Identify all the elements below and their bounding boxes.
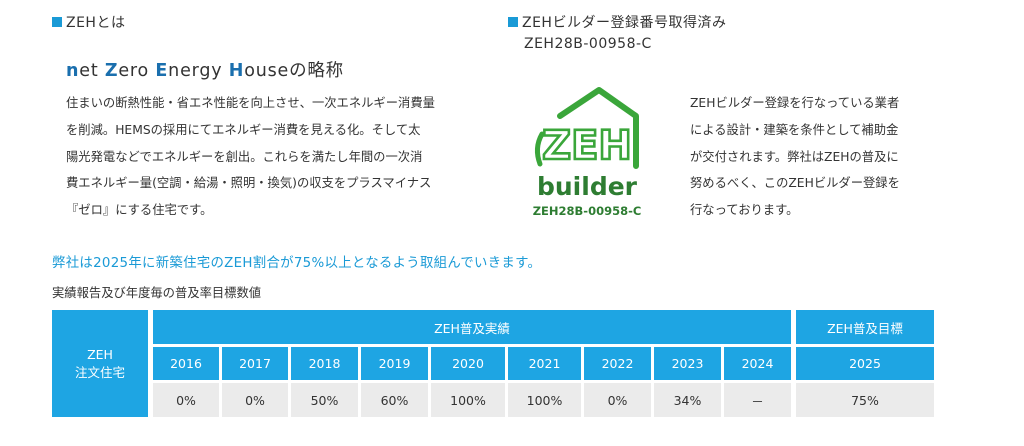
logo-builder-text: builder bbox=[537, 172, 638, 201]
subtitle-initial-h: H bbox=[228, 61, 245, 81]
subtitle-part: ero bbox=[118, 61, 156, 81]
year-cell: 2017 bbox=[222, 347, 288, 380]
value-cell: 0% bbox=[222, 383, 288, 417]
description-line: 行なっております。 bbox=[690, 203, 799, 218]
zeh-goal-statement: 弊社は2025年に新築住宅のZEH割合が75%以上となるよう取組んでいきます。 bbox=[52, 256, 542, 271]
year-cell: 2022 bbox=[584, 347, 651, 380]
square-bullet-icon bbox=[52, 17, 62, 27]
target-value-cell: 75% bbox=[796, 383, 934, 417]
description-line: 住まいの断熱性能・省エネ性能を向上させ、一次エネルギー消費量 bbox=[66, 96, 435, 110]
square-bullet-icon bbox=[508, 17, 518, 27]
year-cell: 2020 bbox=[431, 347, 505, 380]
description-line: 費エネルギー量(空調・給湯・照明・換気)の収支をプラスマイナス bbox=[66, 176, 432, 191]
actual-header-cell: ZEH普及実績 bbox=[153, 310, 791, 344]
target-year-cell: 2025 bbox=[796, 347, 934, 380]
value-cell: － bbox=[724, 383, 791, 417]
year-cell: 2018 bbox=[291, 347, 358, 380]
subtitle-part: nergy bbox=[168, 61, 229, 81]
value-cell: 60% bbox=[361, 383, 428, 417]
subtitle-part: et bbox=[79, 61, 105, 81]
zeh-builder-heading-text: ZEHビルダー登録番号取得済み bbox=[522, 15, 727, 31]
year-cell: 2024 bbox=[724, 347, 791, 380]
description-line: を削減。HEMSの採用にてエネルギー消費を見える化。そして太 bbox=[66, 122, 421, 137]
description-line: が交付されます。弊社はZEHの普及に bbox=[690, 149, 899, 164]
row-label-line1: ZEH bbox=[87, 346, 113, 362]
subtitle-initial-n: n bbox=[66, 61, 80, 81]
value-cell: 100% bbox=[431, 383, 505, 417]
value-cell: 0% bbox=[153, 383, 219, 417]
row-label-line2: 注文住宅 bbox=[74, 364, 125, 380]
zeh-builder-description: ZEHビルダー登録を行なっている業者 による設計・建築を条件として補助金 が交付… bbox=[690, 90, 952, 224]
value-cell: 34% bbox=[654, 383, 721, 417]
subtitle-initial-z: Z bbox=[104, 61, 119, 81]
zeh-builder-heading: ZEHビルダー登録番号取得済み bbox=[508, 12, 726, 32]
description-line: 努めるべく、このZEHビルダー登録を bbox=[690, 176, 900, 191]
value-cell: 50% bbox=[291, 383, 358, 417]
description-line: ZEHビルダー登録を行なっている業者 bbox=[690, 96, 900, 110]
logo-number-text: ZEH28B-00958-C bbox=[533, 204, 642, 218]
zeh-builder-logo: ZEH builder ZEH28B-00958-C bbox=[533, 87, 642, 218]
subtitle-part: ouseの略称 bbox=[244, 61, 344, 81]
zeh-subtitle: net Zero Energy Houseの略称 bbox=[66, 57, 344, 82]
table-caption: 実績報告及び年度毎の普及率目標数値 bbox=[52, 286, 262, 300]
description-line: 『ゼロ』にする住宅です。 bbox=[66, 203, 213, 218]
subtitle-initial-e: E bbox=[155, 61, 169, 81]
year-cell: 2021 bbox=[508, 347, 581, 380]
value-cell: 100% bbox=[508, 383, 581, 417]
year-cell: 2016 bbox=[153, 347, 219, 380]
logo-zeh-text: ZEH bbox=[542, 123, 632, 169]
zeh-about-heading-text: ZEHとは bbox=[66, 15, 126, 31]
year-cell: 2019 bbox=[361, 347, 428, 380]
description-line: 陽光発電などでエネルギーを創出。これらを満たし年間の一次消 bbox=[66, 149, 423, 164]
zeh-description: 住まいの断熱性能・省エネ性能を向上させ、一次エネルギー消費量 を削減。HEMSの… bbox=[66, 90, 486, 224]
description-line: による設計・建築を条件として補助金 bbox=[690, 122, 899, 137]
zeh-about-heading: ZEHとは bbox=[52, 12, 125, 32]
year-cell: 2023 bbox=[654, 347, 721, 380]
target-header-cell: ZEH普及目標 bbox=[796, 310, 934, 344]
value-cell: 0% bbox=[584, 383, 651, 417]
registration-number: ZEH28B-00958-C bbox=[524, 36, 652, 52]
row-label-cell: ZEH 注文住宅 bbox=[52, 310, 148, 417]
